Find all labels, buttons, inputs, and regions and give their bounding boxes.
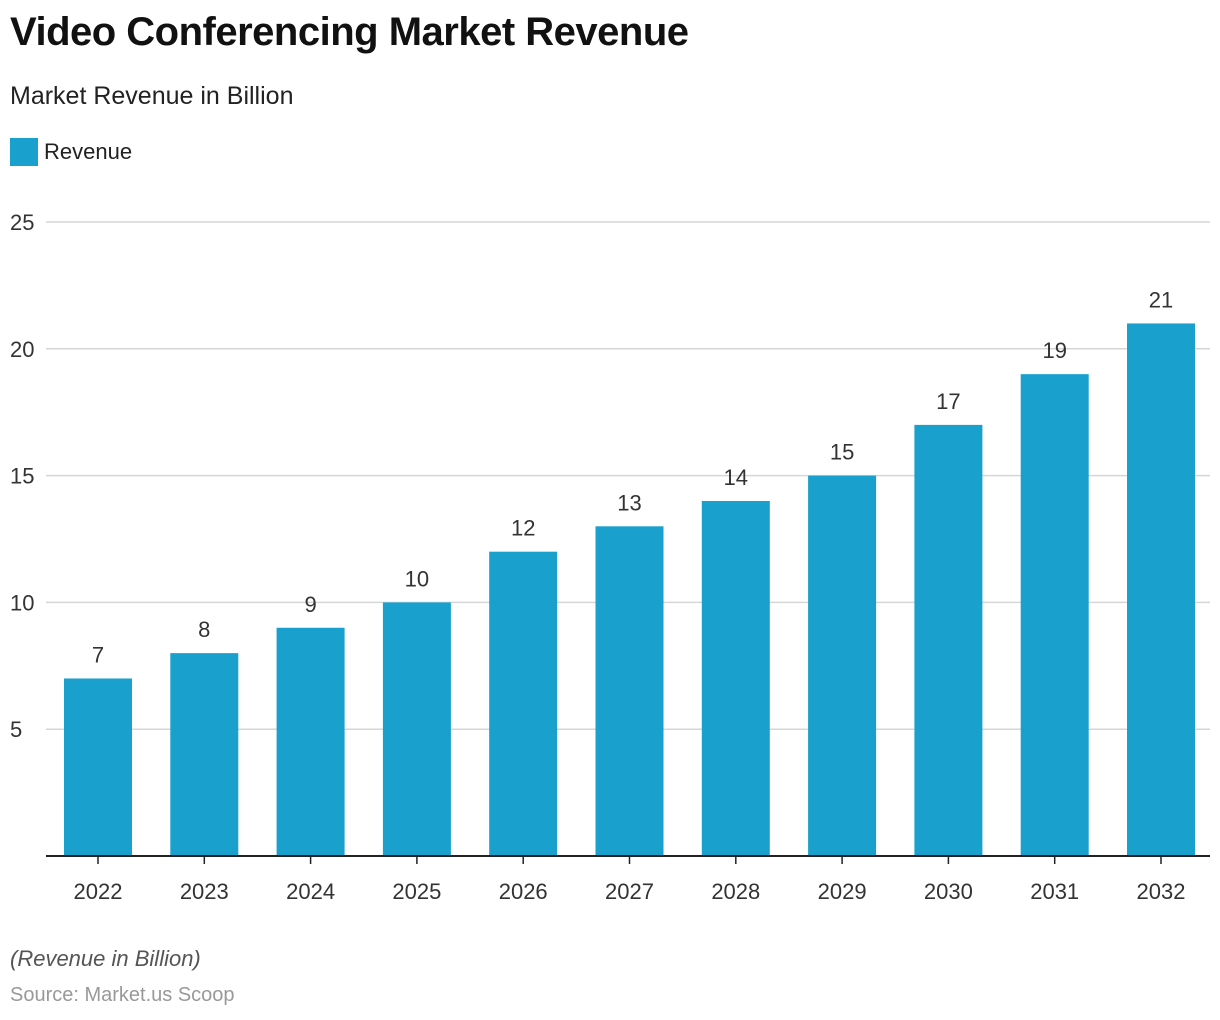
bar-2030	[914, 424, 983, 856]
bar-2023	[170, 653, 239, 856]
data-labels: 7 8 9 10 12 13 14 15 17 19 21	[92, 287, 1173, 667]
bar-2025	[382, 602, 451, 856]
bar-2022	[64, 678, 132, 856]
data-label-2030: 17	[936, 389, 960, 414]
data-label-2023: 8	[198, 617, 210, 642]
bar-2028	[701, 500, 770, 856]
x-tick-label: 2024	[286, 879, 335, 904]
y-tick-label: 25	[10, 210, 34, 235]
x-tick-label: 2028	[711, 879, 760, 904]
data-label-2026: 12	[511, 516, 535, 541]
y-tick-label: 20	[10, 337, 34, 362]
bar-2029	[808, 475, 877, 856]
bar-2027	[595, 526, 664, 856]
bar-2032	[1127, 323, 1195, 856]
x-tick-label: 2022	[74, 879, 123, 904]
bar-2024	[276, 627, 345, 856]
chart-subtitle: Market Revenue in Billion	[10, 82, 294, 110]
x-axis-ticks: 2022 2023 2024 2025 2026 2027 2028 2029 2030 2031…	[74, 856, 1186, 904]
y-tick-label: 15	[10, 464, 34, 489]
x-tick-label: 2029	[818, 879, 867, 904]
legend-label: Revenue	[44, 139, 133, 164]
x-tick-label: 2032	[1137, 879, 1186, 904]
chart-note: (Revenue in Billion)	[10, 946, 201, 971]
bar-2031	[1020, 374, 1089, 856]
data-label-2031: 19	[1042, 338, 1066, 363]
x-tick-label: 2030	[924, 879, 973, 904]
bars	[64, 323, 1195, 856]
x-tick-label: 2025	[392, 879, 441, 904]
bar-2026	[489, 551, 558, 856]
data-label-2028: 14	[724, 465, 748, 490]
data-label-2024: 9	[304, 592, 316, 617]
chart-title: Video Conferencing Market Revenue	[10, 10, 689, 54]
y-axis-ticks: 5 10 15 20 25	[10, 210, 34, 742]
data-label-2032: 21	[1149, 287, 1173, 312]
data-label-2029: 15	[830, 440, 854, 465]
x-tick-label: 2023	[180, 879, 229, 904]
data-label-2027: 13	[617, 490, 641, 515]
data-label-2025: 10	[405, 566, 429, 591]
source-credit: Source: Market.us Scoop	[10, 984, 235, 1006]
x-tick-label: 2031	[1030, 879, 1079, 904]
legend-swatch	[10, 138, 38, 166]
x-tick-label: 2027	[605, 879, 654, 904]
y-tick-label: 5	[10, 717, 22, 742]
data-label-2022: 7	[92, 642, 104, 667]
x-tick-label: 2026	[499, 879, 548, 904]
legend: Revenue	[10, 138, 132, 166]
y-tick-label: 10	[10, 590, 34, 615]
